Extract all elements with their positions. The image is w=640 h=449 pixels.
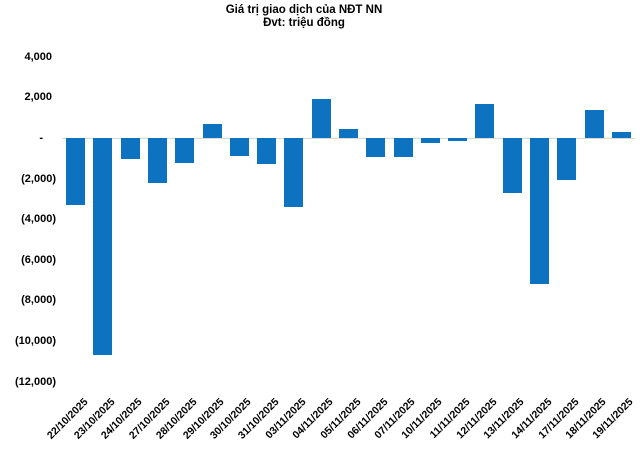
bar [557, 138, 576, 180]
bar [121, 138, 140, 159]
bar [284, 138, 303, 207]
bar [612, 132, 631, 138]
bar [148, 138, 167, 183]
bar [203, 124, 222, 138]
bar [421, 138, 440, 143]
bar [585, 110, 604, 138]
bar [503, 138, 522, 193]
y-tick-label: (12,000) [15, 376, 56, 388]
y-tick-label: 2,000 [24, 91, 52, 103]
y-tick-label: (10,000) [15, 335, 56, 347]
bar [93, 138, 112, 355]
y-tick-label: (4,000) [21, 213, 56, 225]
bar [394, 138, 413, 157]
bar [230, 138, 249, 156]
bar [366, 138, 385, 157]
bar [448, 138, 467, 141]
y-tick-label: (6,000) [21, 254, 56, 266]
y-tick-label: (8,000) [21, 294, 56, 306]
bar [339, 129, 358, 138]
chart-subtitle: Đvt: triệu đồng [263, 17, 345, 29]
zero-gridline [62, 138, 635, 139]
chart-header: Giá trị giao dịch của NĐT NN Đvt: triệu … [0, 4, 608, 30]
bar [257, 138, 276, 164]
bar [175, 138, 194, 163]
y-tick-label: - [39, 132, 43, 144]
bar [530, 138, 549, 284]
y-tick-label: 4,000 [24, 51, 52, 63]
y-tick-label: (2,000) [21, 173, 56, 185]
bar [475, 104, 494, 138]
bar [66, 138, 85, 205]
chart-title: Giá trị giao dịch của NĐT NN [225, 4, 383, 16]
bar [312, 99, 331, 138]
